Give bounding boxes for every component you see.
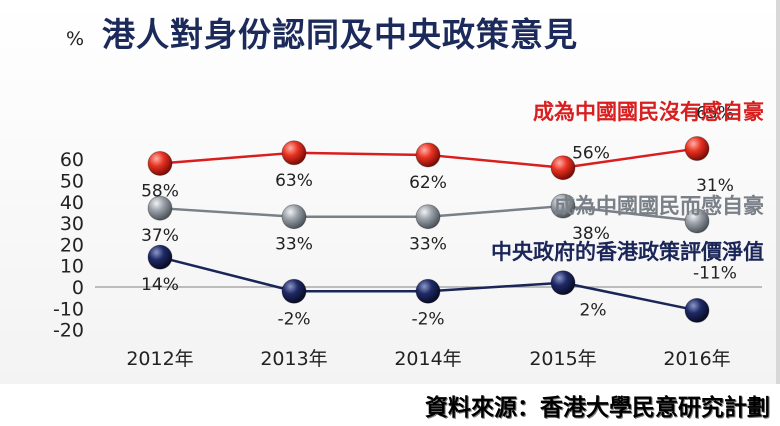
data-label: 14% — [141, 275, 179, 295]
data-point — [147, 151, 173, 176]
data-label: 56% — [572, 144, 610, 164]
y-tick-label: 30 — [60, 213, 84, 235]
x-tick-label: 2013年 — [260, 348, 327, 370]
data-point — [550, 270, 576, 296]
series-name-label: 中央政府的香港政策評價淨值 — [491, 240, 764, 264]
data-label: 38% — [572, 224, 610, 244]
y-tick-label: 20 — [60, 234, 84, 256]
data-point — [415, 204, 441, 230]
data-point — [684, 136, 710, 161]
y-axis-unit: % — [66, 28, 84, 50]
data-label: 37% — [141, 226, 179, 246]
y-tick-label: 50 — [60, 171, 84, 193]
data-label: 58% — [141, 181, 179, 201]
x-tick-label: 2012年 — [126, 348, 193, 370]
data-label: -2% — [411, 309, 444, 329]
data-label: 62% — [409, 173, 447, 193]
data-point — [415, 142, 441, 168]
data-point — [684, 208, 710, 234]
y-tick-label: 0 — [72, 277, 84, 299]
data-point — [550, 155, 576, 181]
y-tick-label: -10 — [53, 298, 84, 320]
source-note: 資料來源：香港大學民意研究計劃 — [425, 394, 770, 421]
data-point — [147, 244, 173, 270]
data-label: 2% — [580, 301, 607, 321]
data-point — [281, 204, 307, 230]
data-label: -2% — [277, 309, 310, 329]
x-tick-label: 2016年 — [663, 348, 730, 370]
data-point — [415, 278, 441, 304]
data-point — [550, 193, 576, 219]
data-label: 33% — [409, 235, 447, 255]
data-label: -11% — [693, 263, 737, 283]
y-tick-label: 10 — [60, 256, 84, 278]
series-3: 14% -2% -2% 2% -11%中央政府的香港政策評價淨值 — [141, 240, 764, 329]
series-2: 37% 33% 33% 38% 31%成為中國國民而感自豪 — [141, 176, 764, 255]
data-point — [281, 140, 307, 166]
x-tick-label: 2014年 — [394, 348, 461, 370]
data-point — [147, 195, 173, 221]
chart-title: 港人對身份認同及中央政策意見 — [102, 15, 578, 54]
y-tick-label: -20 — [53, 320, 84, 342]
series-1: 58% 63% 62% 56% 65%成為中國國民沒有感自豪 — [141, 100, 764, 201]
x-tick-label: 2015年 — [529, 348, 596, 370]
series-name-label: 成為中國國民沒有感自豪 — [533, 100, 764, 124]
y-tick-label: 60 — [60, 149, 84, 171]
series-name-label: 成為中國國民而感自豪 — [554, 194, 764, 218]
data-label: 65% — [696, 104, 734, 124]
data-point — [281, 278, 307, 304]
data-label: 33% — [275, 235, 313, 255]
data-point — [684, 298, 710, 323]
chart-panel — [0, 0, 780, 384]
data-label: 63% — [275, 171, 313, 191]
y-tick-label: 40 — [60, 192, 84, 214]
data-label: 31% — [696, 176, 734, 196]
